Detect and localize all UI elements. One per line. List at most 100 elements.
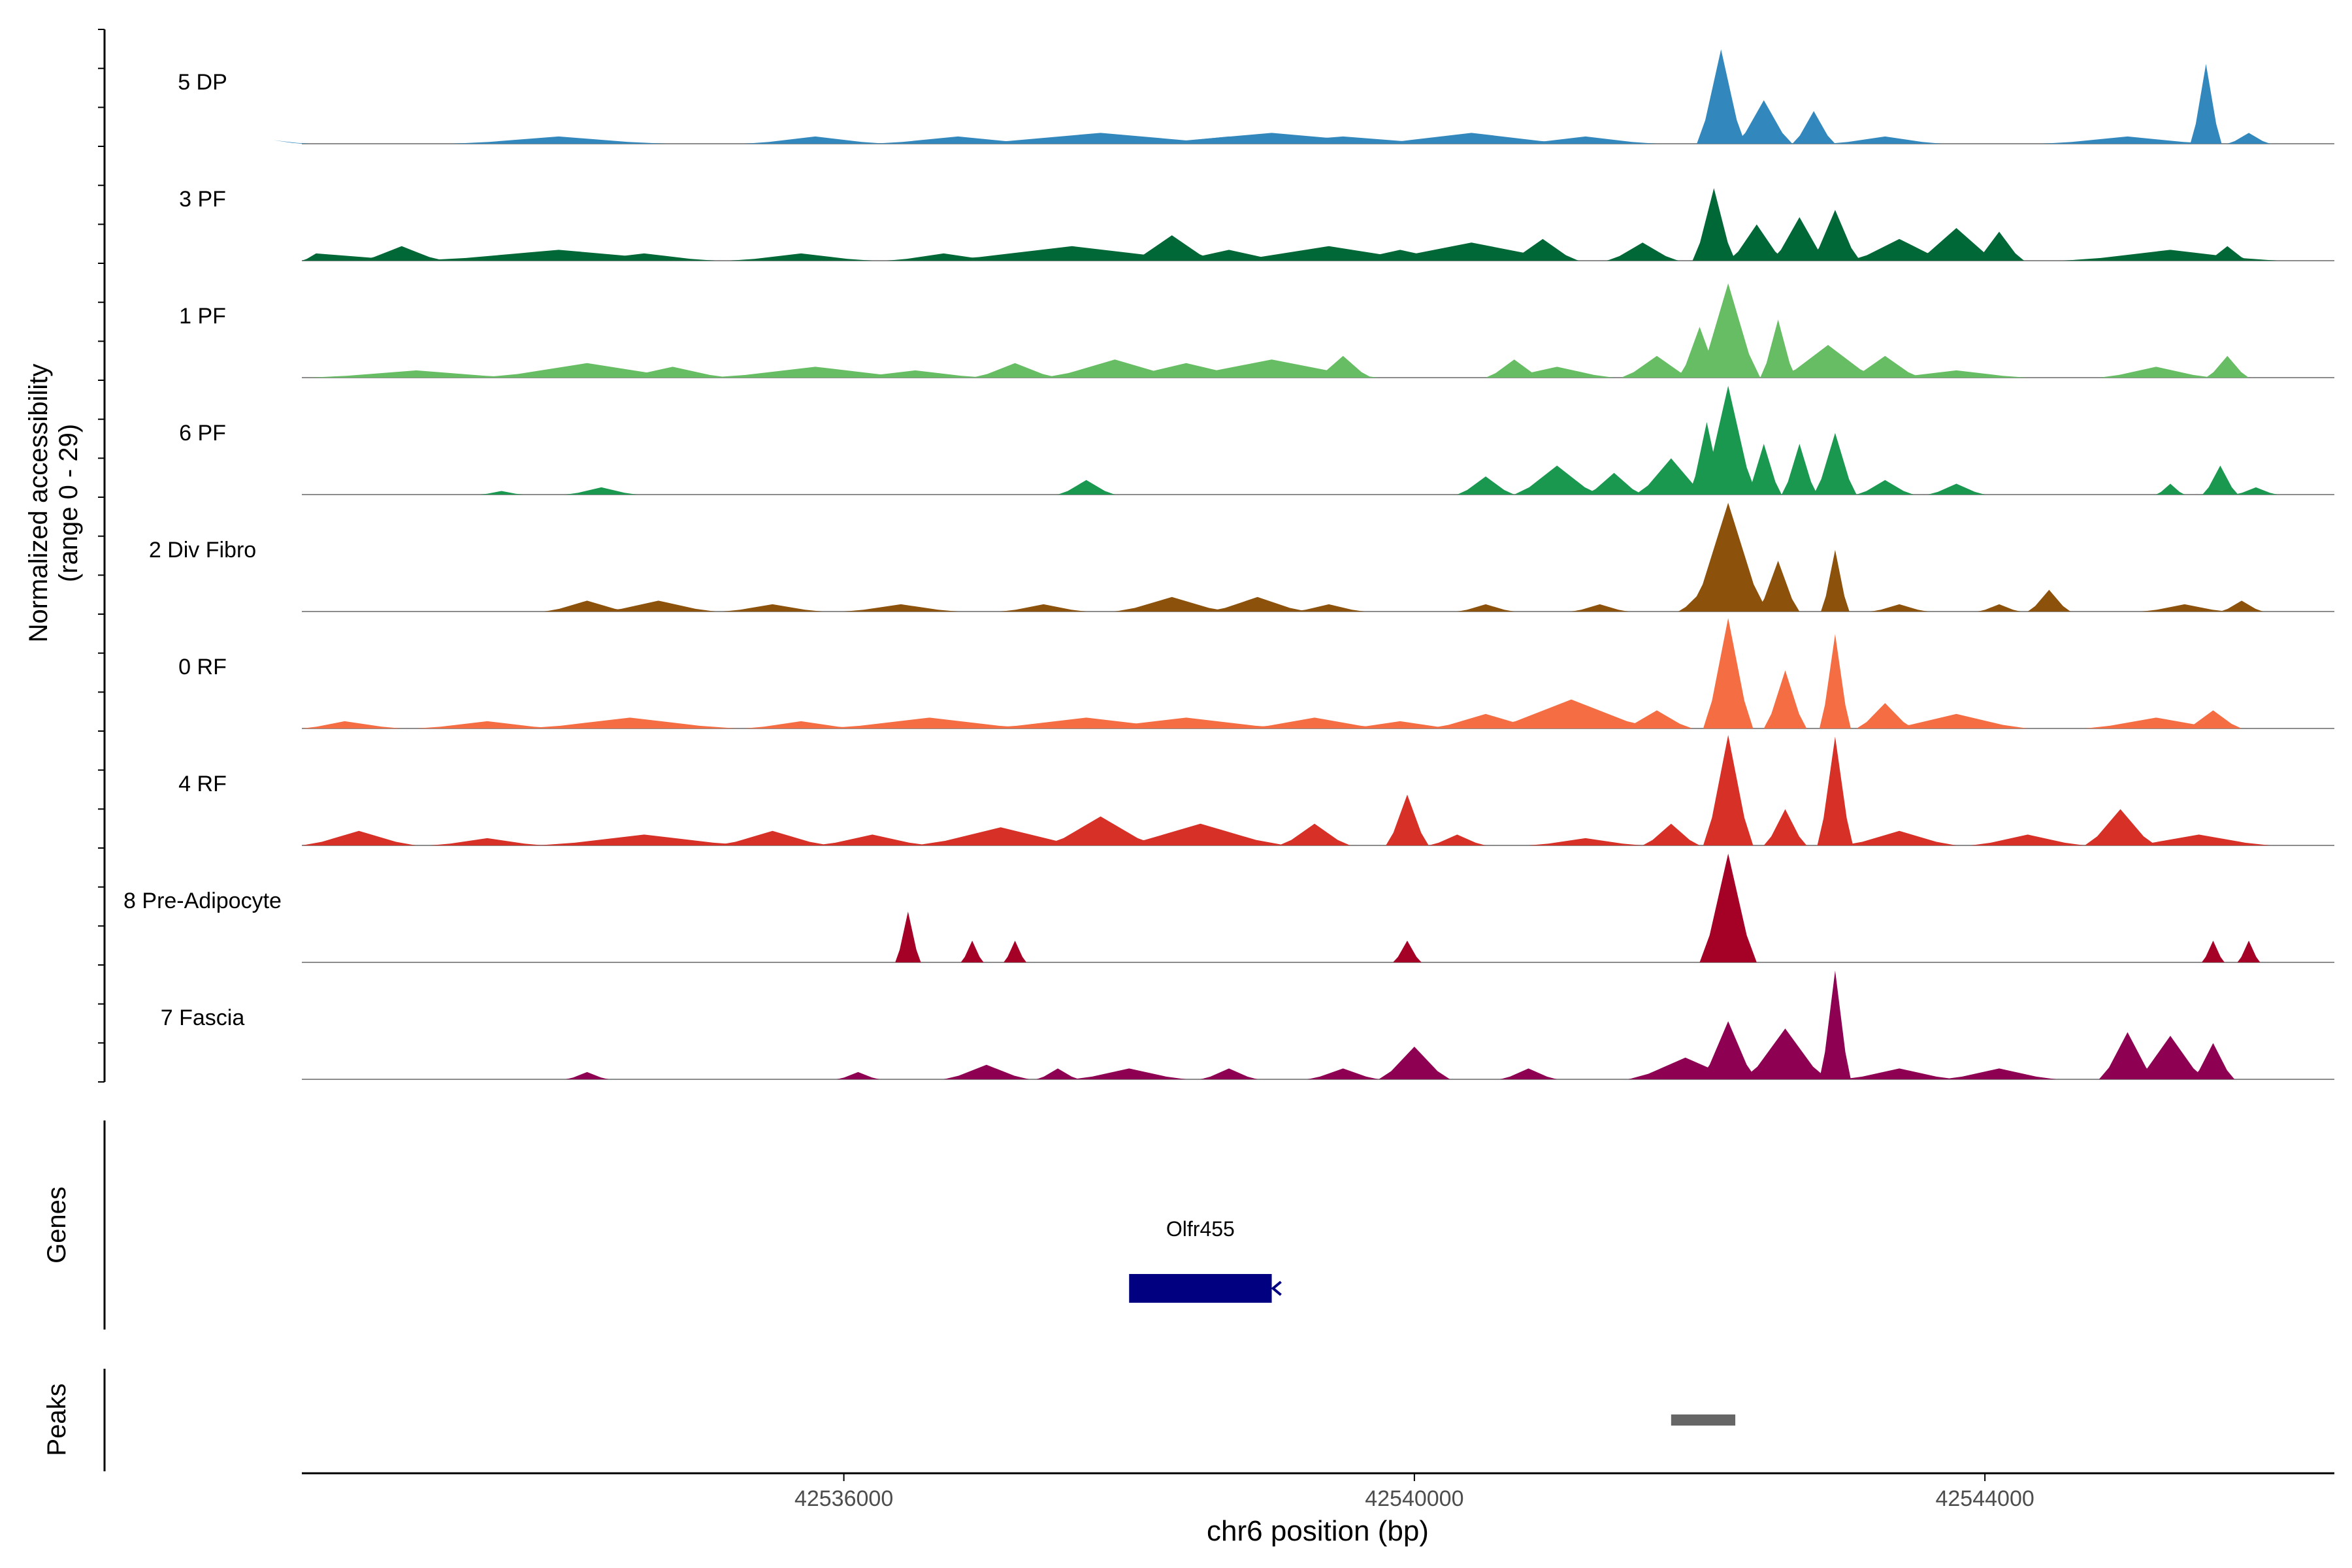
coverage-peak	[2220, 600, 2263, 612]
x-tick-label: 42544000	[1935, 1486, 2034, 1511]
coverage-peak	[1760, 319, 1796, 378]
coverage-peak	[2206, 355, 2249, 378]
coverage-peak	[523, 717, 737, 728]
coverage-peak	[1697, 49, 1746, 144]
coverage-peak	[1000, 604, 1086, 612]
coverage-peak	[2201, 940, 2225, 962]
coverage-peak	[2156, 483, 2185, 495]
coverage-peak	[743, 721, 858, 728]
x-tick-label: 42536000	[794, 1486, 893, 1511]
coverage-peak	[1457, 476, 1514, 495]
coverage-peak	[1746, 444, 1782, 495]
coverage-peak	[565, 1071, 609, 1079]
coverage-peak	[1942, 1068, 2057, 1079]
coverage-peak	[1885, 370, 2028, 378]
coverage-peak	[1115, 823, 1286, 845]
coverage-peak	[302, 721, 402, 728]
coverage-peak	[1115, 596, 1230, 612]
coverage-peak	[1978, 604, 2021, 612]
coverage-peak	[1004, 940, 1027, 962]
coverage-peak	[1742, 1028, 1828, 1079]
coverage-peak	[972, 363, 1058, 378]
coverage-peak	[1814, 433, 1857, 495]
coverage-peak	[1379, 1047, 1450, 1079]
coverage-peak	[1849, 355, 1921, 378]
coverage-peak	[2084, 809, 2157, 845]
coverage-peak	[943, 1064, 1030, 1079]
peaks-label: Peaks	[42, 1383, 71, 1456]
coverage-peak	[1696, 283, 1761, 378]
track-label: 6 PF	[179, 421, 226, 446]
coverage-peak	[960, 940, 984, 962]
coverage-peak	[1200, 1068, 1258, 1079]
track-label: 1 PF	[179, 304, 226, 329]
coverage-peak	[430, 838, 545, 845]
coverage-peak	[615, 367, 730, 378]
coverage-peak	[1763, 809, 1807, 845]
coverage-peak	[1856, 480, 1914, 495]
track-7-fascia: 7 Fascia	[161, 970, 2334, 1080]
coverage-peak	[1293, 604, 1365, 612]
coverage-peak	[1393, 940, 1422, 962]
coverage-peak	[1819, 970, 1851, 1079]
coverage-peak	[1607, 242, 1678, 261]
track-0-rf: 0 RF	[178, 617, 2334, 729]
coverage-peak	[1782, 444, 1818, 495]
coverage-peak	[843, 370, 987, 378]
coverage-peak	[2190, 63, 2222, 144]
coverage-peak	[1364, 133, 1578, 144]
coverage-peak	[302, 253, 423, 261]
coverage-peak	[729, 253, 873, 261]
coverage-peak	[1621, 355, 1693, 378]
coverage-peak	[1243, 717, 1386, 728]
coverage-peak	[2099, 1032, 2157, 1079]
track-4-rf: 4 RF	[178, 734, 2334, 846]
track-2-div-fibro: 2 Div Fibro	[149, 502, 2334, 612]
coverage-peak	[1507, 238, 1578, 261]
coverage-peak	[359, 246, 445, 261]
coverage-peak	[1071, 1068, 1186, 1079]
coverage-peak	[308, 370, 523, 378]
coverage-peak	[544, 600, 630, 612]
coverage-peak	[1842, 830, 1957, 845]
coverage-peak	[1821, 549, 1850, 612]
x-tick-label: 42540000	[1365, 1486, 1463, 1511]
coverage-peak	[1528, 838, 1643, 845]
x-axis: 42536000 42540000 42544000 chr6 position (…	[302, 1472, 2334, 1547]
coverage-peak	[1386, 794, 1429, 845]
coverage-peak	[1079, 717, 1294, 728]
coverage-peak	[1856, 703, 1914, 728]
coverage-peak	[537, 834, 751, 845]
coverage-peak	[1642, 823, 1700, 845]
coverage-peak	[1058, 480, 1115, 495]
coverage-peak	[2202, 465, 2238, 495]
track-label: 7 Fascia	[161, 1005, 245, 1030]
coverage-peak	[2184, 710, 2242, 728]
coverage-peak	[2134, 1036, 2206, 1079]
coverage-peak	[1585, 472, 1643, 495]
coverage-peak	[1827, 136, 1942, 144]
track-label: 5 DP	[178, 70, 227, 95]
coverage-peak	[1817, 736, 1854, 845]
coverage-peak	[1913, 228, 1999, 261]
coverage-peak	[2191, 1043, 2235, 1079]
peaks-panel: Peaks	[42, 1369, 1736, 1471]
coverage-peak	[815, 834, 930, 845]
coverage-peak	[1974, 231, 2025, 261]
coverage-peak	[1036, 1068, 1079, 1079]
coverage-peak	[822, 717, 1037, 728]
coverage-peak	[1771, 217, 1828, 261]
coverage-peak	[1514, 465, 1600, 495]
track-label: 3 PF	[179, 187, 226, 212]
coverage-peak	[302, 830, 416, 845]
coverage-peak	[1842, 1068, 1957, 1079]
track-5-dp: 5 DP	[178, 49, 2334, 144]
coverage-peak	[1621, 710, 1693, 728]
coverage-peak	[1703, 734, 1754, 845]
coverage-peak	[1499, 1068, 1558, 1079]
coverage-peak	[1927, 483, 1985, 495]
coverage-peak	[1514, 136, 1657, 144]
coverage-peak	[1792, 111, 1835, 144]
coverage-peak	[601, 600, 716, 612]
